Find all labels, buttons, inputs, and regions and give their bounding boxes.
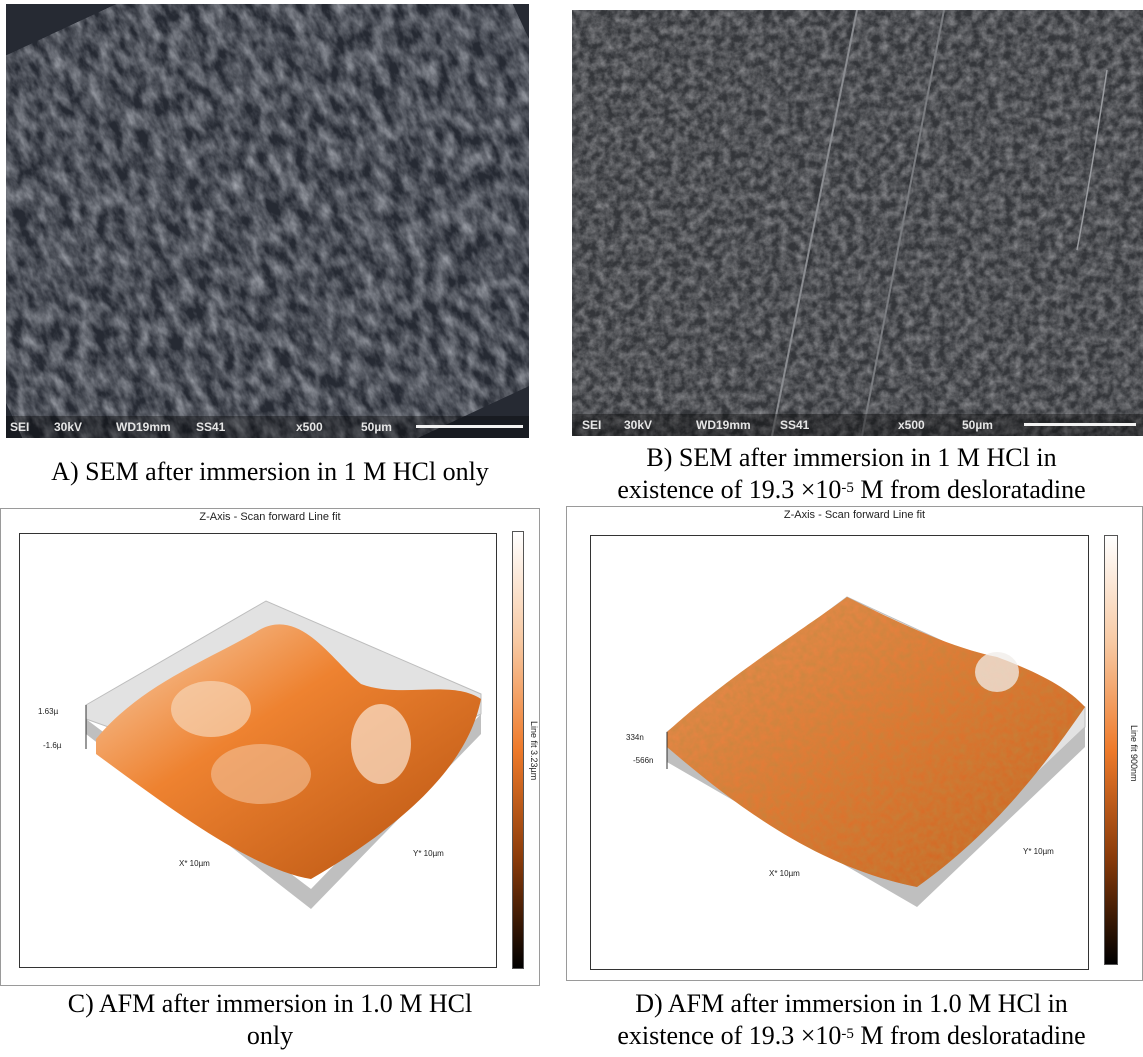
z-min-label: -566n bbox=[633, 756, 654, 765]
caption-a-text: A) SEM after immersion in 1 M HCl only bbox=[51, 457, 489, 486]
caption-a: A) SEM after immersion in 1 M HCl only bbox=[0, 456, 540, 488]
afm-panel-c: Z-Axis - Scan forward Line fit 1.63µ -1.… bbox=[0, 508, 540, 986]
sem-voltage: 30kV bbox=[624, 418, 653, 432]
sem-mag: x500 bbox=[296, 420, 323, 434]
caption-c-line2: only bbox=[246, 1021, 294, 1050]
z-max-label: 334n bbox=[626, 733, 644, 742]
sem-texture-a bbox=[6, 4, 529, 438]
y-axis-label: Y* 10µm bbox=[1023, 847, 1054, 856]
sem-sample: SS41 bbox=[196, 420, 226, 434]
caption-b-exponent: -5 bbox=[841, 480, 854, 496]
sem-mag: x500 bbox=[898, 418, 925, 432]
sem-wd: WD19mm bbox=[696, 418, 751, 432]
colorbar-label: Line fit 3.23µm bbox=[529, 721, 539, 781]
caption-b-line2: existence of 19.3 ×10-5 M from deslorata… bbox=[560, 474, 1143, 506]
afm-title: Z-Axis - Scan forward Line fit bbox=[783, 509, 926, 521]
caption-b-line1: B) SEM after immersion in 1 M HCl in bbox=[646, 443, 1057, 472]
caption-c: C) AFM after immersion in 1.0 M HCl only bbox=[0, 988, 540, 1052]
sem-voltage: 30kV bbox=[54, 420, 83, 434]
sem-image-b: SEI 30kV WD19mm SS41 x500 50µm bbox=[572, 10, 1143, 436]
sem-mode: SEI bbox=[10, 420, 30, 434]
colorbar bbox=[512, 531, 524, 969]
caption-d-line1: D) AFM after immersion in 1.0 M HCl in bbox=[635, 989, 1068, 1018]
caption-d-line2-post: M from desloratadine bbox=[853, 1021, 1086, 1050]
y-axis-label: Y* 10µm bbox=[413, 849, 444, 858]
afm-surface-d bbox=[666, 596, 1086, 907]
caption-d: D) AFM after immersion in 1.0 M HCl in e… bbox=[560, 988, 1143, 1052]
colorbar bbox=[1104, 535, 1118, 965]
afm-panel-d: Z-Axis - Scan forward Line fit 334n -566… bbox=[566, 506, 1143, 981]
z-max-label: 1.63µ bbox=[38, 707, 59, 716]
caption-c-line1: C) AFM after immersion in 1.0 M HCl bbox=[67, 989, 473, 1018]
scale-bar bbox=[1024, 423, 1136, 426]
sem-scale-label: 50µm bbox=[361, 420, 392, 434]
caption-d-line2: existence of 19.3 ×10-5 M from deslorata… bbox=[560, 1020, 1143, 1052]
sem-info-bar: SEI 30kV WD19mm SS41 x500 50µm bbox=[6, 416, 529, 438]
x-axis-label: X* 10µm bbox=[769, 869, 800, 878]
caption-d-exponent: -5 bbox=[841, 1026, 854, 1042]
sem-image-a: SEI 30kV WD19mm SS41 x500 50µm bbox=[6, 4, 529, 438]
sem-scale-label: 50µm bbox=[962, 418, 993, 432]
sem-wd: WD19mm bbox=[116, 420, 171, 434]
sem-texture-b bbox=[572, 10, 1143, 436]
caption-b: B) SEM after immersion in 1 M HCl in exi… bbox=[560, 442, 1143, 506]
z-min-label: -1.6µ bbox=[43, 741, 62, 750]
afm-title: Z-Axis - Scan forward Line fit bbox=[199, 511, 341, 523]
afm-surface-c bbox=[85, 600, 482, 909]
scale-bar bbox=[416, 425, 523, 428]
x-axis-label: X* 10µm bbox=[179, 859, 210, 868]
sem-info-bar: SEI 30kV WD19mm SS41 x500 50µm bbox=[572, 414, 1143, 436]
sem-mode: SEI bbox=[582, 418, 602, 432]
colorbar-label: Line fit 900nm bbox=[1129, 725, 1139, 782]
caption-d-line2-pre: existence of 19.3 ×10 bbox=[617, 1021, 842, 1050]
sem-sample: SS41 bbox=[780, 418, 810, 432]
caption-b-line2-post: M from desloratadine bbox=[853, 475, 1086, 504]
caption-b-line2-pre: existence of 19.3 ×10 bbox=[617, 475, 842, 504]
